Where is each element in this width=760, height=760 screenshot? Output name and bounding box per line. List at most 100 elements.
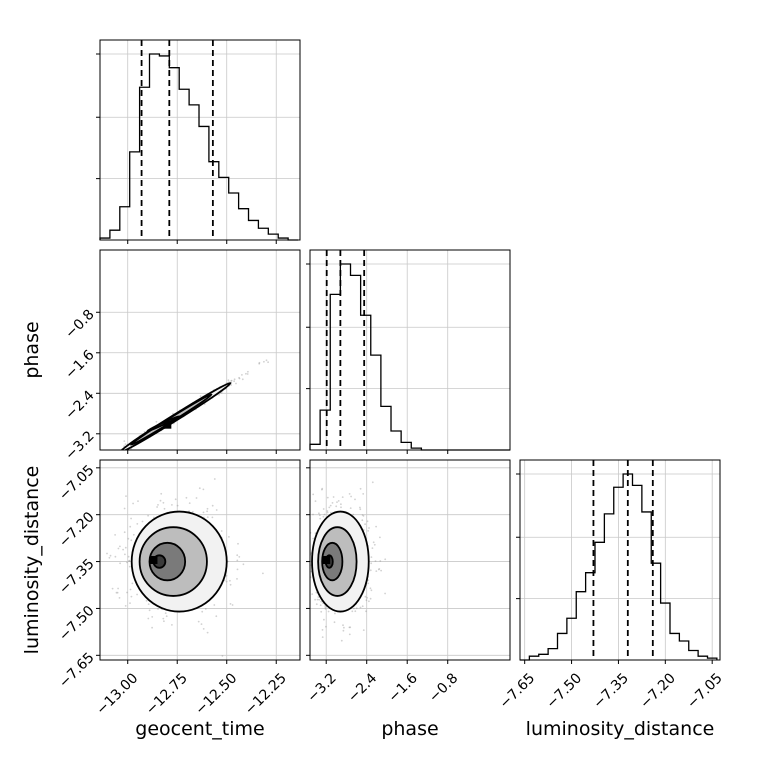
sample-point <box>258 361 261 364</box>
sample-point <box>293 554 295 556</box>
sample-point <box>329 504 332 507</box>
sample-point <box>162 617 165 620</box>
histogram-panel-luminosity_distance-frame <box>519 459 721 661</box>
sample-point <box>116 451 118 453</box>
sample-point <box>332 496 335 498</box>
sample-point <box>230 384 233 386</box>
axis-label-x-geocent_time: geocent_time <box>135 718 264 740</box>
sample-point <box>354 610 357 613</box>
sample-point <box>369 569 372 572</box>
sample-point <box>229 583 232 586</box>
tick-label-phase: −2.4 <box>345 670 380 705</box>
sample-point <box>163 620 165 623</box>
scatter-panel-phase-luminosity_distance-frame <box>309 459 511 661</box>
tick-label-phase: −3.2 <box>304 670 339 705</box>
sample-point <box>368 527 370 529</box>
sample-point <box>106 552 108 555</box>
sample-point <box>267 361 269 364</box>
sample-point <box>136 523 139 525</box>
sample-point <box>109 454 111 456</box>
sample-point <box>365 610 367 613</box>
sample-point <box>131 582 134 585</box>
density-peak <box>163 420 172 429</box>
tick-label-luminosity_distance: −7.20 <box>56 509 98 551</box>
sample-point <box>361 519 364 522</box>
sample-point <box>320 610 323 613</box>
tick-label-geocent_time: −12.75 <box>143 670 191 718</box>
sample-point <box>110 456 112 458</box>
tick-label-luminosity_distance: −7.65 <box>56 650 98 692</box>
sample-point <box>126 451 128 453</box>
sample-point <box>198 487 201 490</box>
sample-point <box>349 507 352 509</box>
sample-point <box>206 631 209 634</box>
sample-point <box>362 629 365 631</box>
sample-point <box>340 506 342 509</box>
sample-point <box>315 591 318 594</box>
sample-point <box>319 604 322 607</box>
histogram-panel-luminosity_distance <box>516 460 720 664</box>
sample-point <box>335 505 338 508</box>
histogram-luminosity_distance <box>520 473 718 661</box>
sample-point <box>343 626 345 629</box>
sample-point <box>185 496 188 499</box>
sample-point <box>230 379 233 382</box>
sample-point <box>141 520 144 523</box>
sample-point <box>111 587 114 590</box>
sample-point <box>121 452 123 454</box>
sample-point <box>220 392 223 394</box>
sample-point <box>230 380 233 382</box>
tick-label-geocent_time: −13.00 <box>93 670 141 718</box>
histogram-panel-geocent_time <box>96 40 300 244</box>
sample-point <box>333 621 336 624</box>
sample-point <box>362 515 365 517</box>
sample-point <box>111 455 113 457</box>
sample-point <box>126 561 128 564</box>
sample-point <box>94 503 96 505</box>
sample-point <box>359 606 362 609</box>
sample-point <box>375 570 378 572</box>
sample-point <box>321 487 324 490</box>
sample-point <box>262 572 264 575</box>
sample-point <box>176 504 179 507</box>
sample-point <box>370 562 373 565</box>
sample-point <box>323 618 325 621</box>
sample-point <box>128 565 131 568</box>
tick-label-luminosity_distance: −7.35 <box>590 670 632 712</box>
sample-point <box>379 536 381 539</box>
sample-point <box>374 560 377 562</box>
sample-point <box>348 633 351 636</box>
sample-point <box>229 603 232 605</box>
sample-point <box>204 608 207 610</box>
axis-label-y-phase: phase <box>21 321 43 378</box>
sample-point <box>308 557 310 559</box>
sample-point <box>122 548 124 551</box>
sample-point <box>116 452 118 454</box>
panel-content <box>97 359 269 465</box>
tick-label-phase: −0.8 <box>426 670 461 705</box>
sample-point <box>242 563 245 566</box>
sample-point <box>366 520 369 523</box>
sample-point <box>308 574 310 576</box>
sample-point <box>370 556 373 558</box>
tick-label-geocent_time: −12.25 <box>242 670 290 718</box>
sample-point <box>318 514 321 517</box>
density-peak <box>149 556 158 564</box>
sample-point <box>97 463 99 465</box>
sample-point <box>241 378 244 381</box>
sample-point <box>246 373 249 375</box>
sample-point <box>118 597 121 599</box>
sample-point <box>312 493 315 496</box>
sample-point <box>314 598 316 601</box>
sample-point <box>213 604 216 606</box>
sample-point <box>123 531 126 534</box>
axis-label-x-phase: phase <box>381 718 438 740</box>
sample-point <box>162 501 165 504</box>
sample-point <box>206 507 209 510</box>
sample-point <box>384 592 386 595</box>
sample-point <box>110 456 112 458</box>
sample-point <box>174 498 177 501</box>
sample-point <box>164 612 167 614</box>
sample-point <box>364 523 366 526</box>
